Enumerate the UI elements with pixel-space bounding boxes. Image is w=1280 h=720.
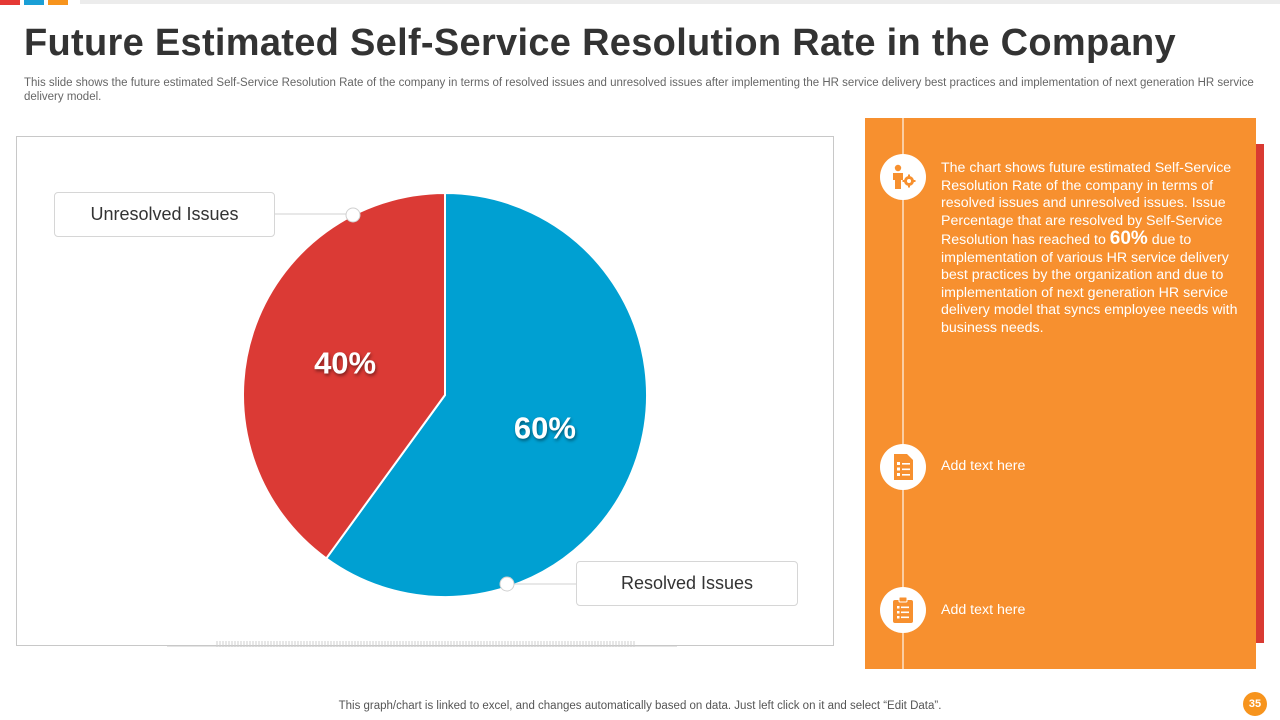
- slide-title: Future Estimated Self-Service Resolution…: [24, 22, 1176, 64]
- clipboard-icon: [880, 587, 926, 633]
- pie-slice-unresolved-issues[interactable]: [242, 191, 446, 560]
- panel-item-2-text: Add text here: [941, 602, 1026, 618]
- page-number: 35: [1243, 692, 1267, 716]
- pie-chart[interactable]: 60% 40%: [17, 137, 835, 647]
- data-label-unresolved-issues: 40%: [314, 346, 376, 381]
- slide-subtitle: This slide shows the future estimated Se…: [24, 77, 1254, 103]
- highlight-percentage: 60%: [1109, 228, 1148, 249]
- leader-dot-resolved: [499, 576, 515, 592]
- footer-note: This graph/chart is linked to excel, and…: [338, 700, 942, 712]
- legend-callout-unresolved: Unresolved Issues: [54, 192, 275, 237]
- legend-callout-resolved: Resolved Issues: [576, 561, 798, 606]
- info-panel: The chart shows future estimated Self-Se…: [865, 118, 1256, 669]
- accent-bar-red: [0, 0, 20, 5]
- person-gear-icon: [880, 154, 926, 200]
- pie-chart-container[interactable]: 60% 40% Unresolved Issues Resolved Issues: [16, 136, 835, 647]
- accent-bar-blue: [24, 0, 44, 5]
- scroll-grip[interactable]: [167, 641, 677, 647]
- data-label-resolved-issues: 60%: [514, 410, 576, 445]
- timeline-line: [902, 118, 904, 669]
- panel-shadow: [1256, 144, 1264, 643]
- leader-dot-unresolved: [345, 207, 361, 223]
- panel-item-1-text: Add text here: [941, 458, 1026, 474]
- checklist-icon: [880, 444, 926, 490]
- panel-description: The chart shows future estimated Self-Se…: [941, 160, 1238, 336]
- accent-bar-gray: [80, 0, 1280, 4]
- pie-slice-resolved-issues[interactable]: [324, 191, 648, 598]
- accent-bar-orange: [48, 0, 68, 5]
